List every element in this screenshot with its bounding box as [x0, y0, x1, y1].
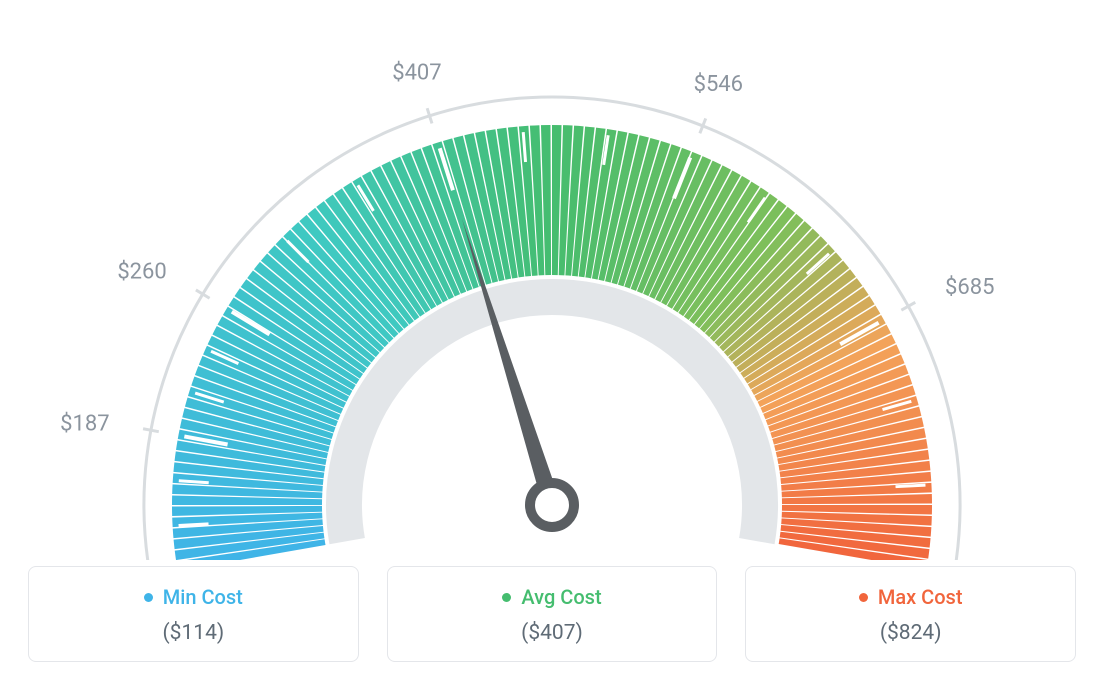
- legend-dot-min: [144, 593, 153, 602]
- svg-text:$187: $187: [60, 412, 109, 437]
- svg-text:$260: $260: [117, 259, 166, 284]
- gauge-svg: $114$187$260$407$546$685$824: [0, 0, 1104, 560]
- legend-dot-avg: [502, 593, 511, 602]
- legend-title-avg: Avg Cost: [502, 585, 601, 609]
- legend-label-min: Min Cost: [163, 585, 243, 609]
- gauge-chart: $114$187$260$407$546$685$824: [0, 0, 1104, 560]
- legend-row: Min Cost ($114) Avg Cost ($407) Max Cost…: [0, 566, 1104, 662]
- gauge-needle-hub: [530, 483, 574, 527]
- legend-value-avg: ($407): [398, 621, 707, 645]
- legend-label-max: Max Cost: [878, 585, 963, 609]
- svg-text:$546: $546: [694, 72, 743, 97]
- legend-value-max: ($824): [756, 621, 1065, 645]
- legend-card-min: Min Cost ($114): [28, 566, 359, 662]
- legend-title-max: Max Cost: [859, 585, 963, 609]
- svg-text:$685: $685: [945, 275, 994, 300]
- legend-label-avg: Avg Cost: [521, 585, 601, 609]
- legend-card-max: Max Cost ($824): [745, 566, 1076, 662]
- legend-card-avg: Avg Cost ($407): [387, 566, 718, 662]
- legend-title-min: Min Cost: [144, 585, 243, 609]
- legend-value-min: ($114): [39, 621, 348, 645]
- legend-dot-max: [859, 593, 868, 602]
- svg-text:$407: $407: [392, 61, 441, 86]
